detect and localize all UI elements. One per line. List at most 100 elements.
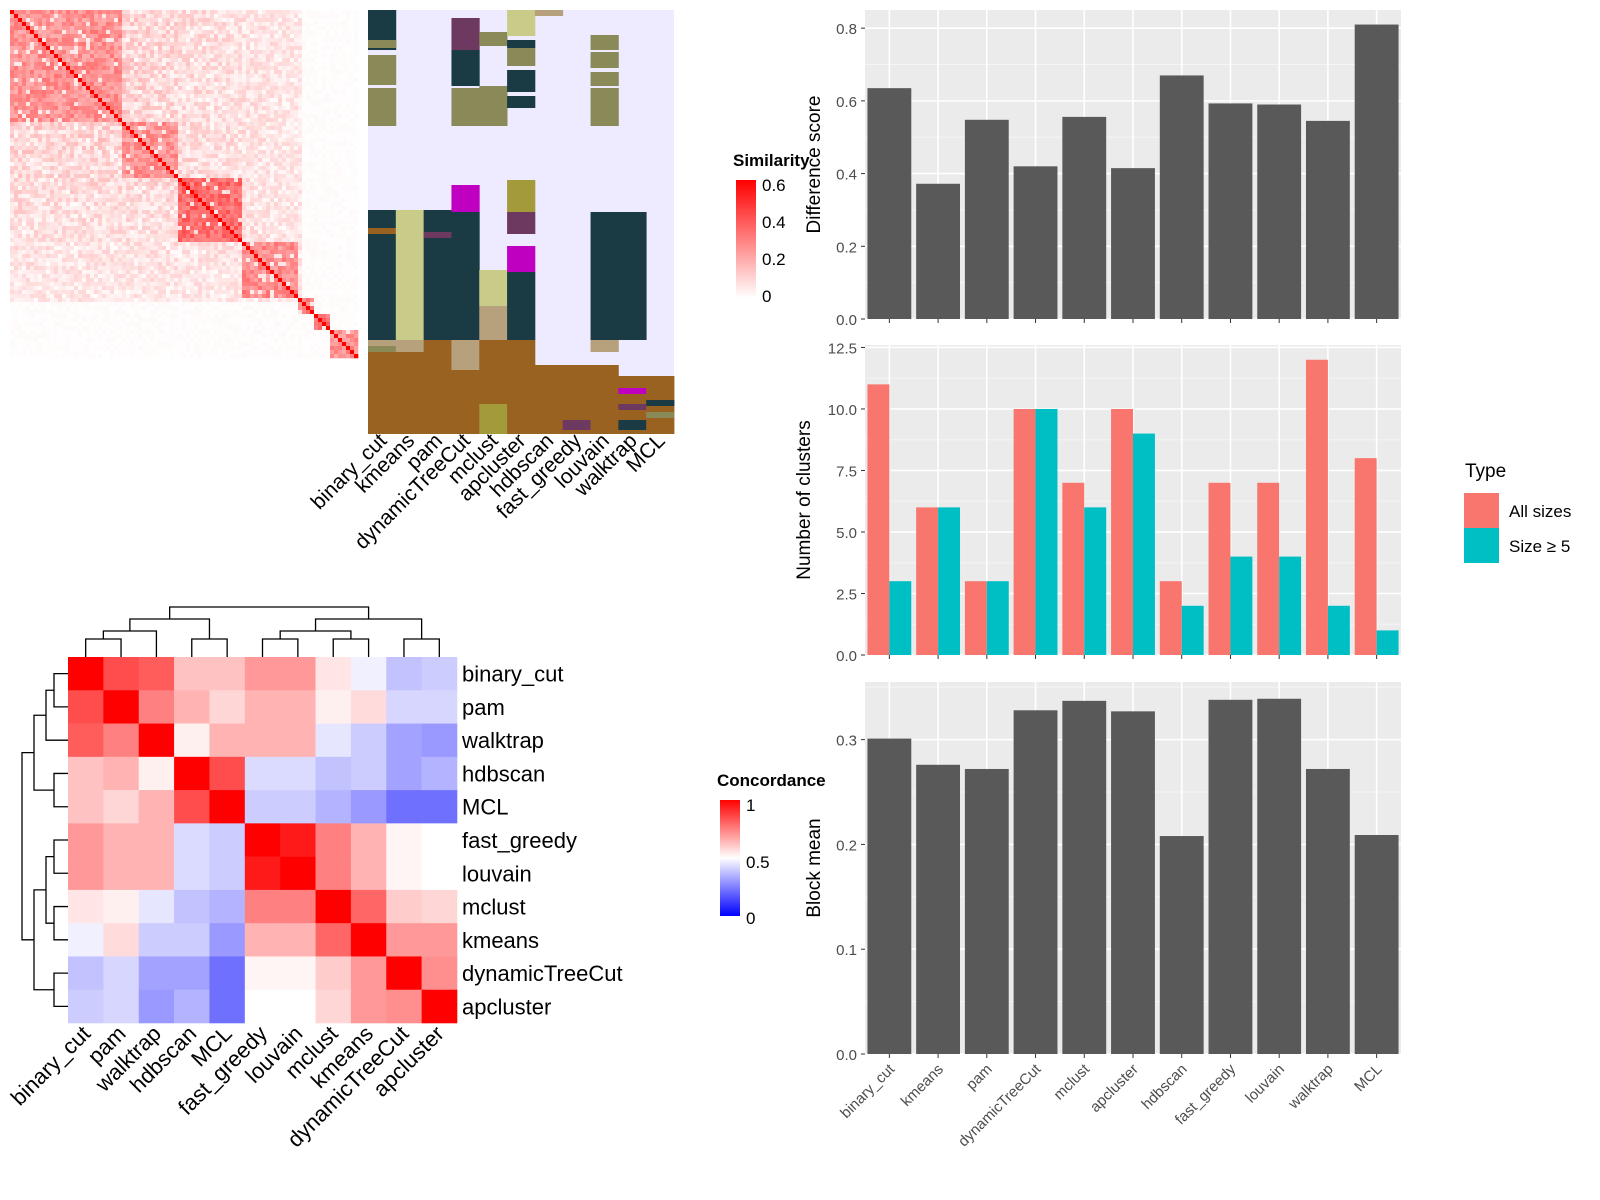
similarity-cell [314, 62, 319, 67]
similarity-cell [342, 18, 347, 23]
similarity-cell [206, 182, 211, 187]
similarity-cell [210, 18, 215, 23]
similarity-cell [318, 10, 323, 15]
similarity-cell [282, 186, 287, 191]
similarity-cell [98, 50, 103, 55]
similarity-cell [146, 114, 151, 119]
similarity-cell [334, 214, 339, 219]
similarity-cell [206, 178, 211, 183]
similarity-cell [226, 78, 231, 83]
similarity-cell [346, 14, 351, 19]
similarity-cell [318, 90, 323, 95]
similarity-cell [214, 158, 219, 163]
similarity-cell [142, 126, 147, 131]
similarity-cell [46, 186, 51, 191]
similarity-cell [278, 150, 283, 155]
similarity-cell [182, 130, 187, 135]
similarity-cell [290, 166, 295, 171]
similarity-cell [70, 138, 75, 143]
similarity-cell [150, 170, 155, 175]
similarity-cell [210, 46, 215, 51]
similarity-cell [306, 74, 311, 79]
similarity-cell [278, 194, 283, 199]
similarity-cell [134, 130, 139, 135]
similarity-cell [354, 198, 359, 203]
similarity-cell [142, 10, 147, 15]
similarity-cell [166, 214, 171, 219]
similarity-cell [86, 198, 91, 203]
similarity-cell [134, 194, 139, 199]
similarity-cell [282, 150, 287, 155]
similarity-cell [22, 46, 27, 51]
similarity-cell [142, 110, 147, 115]
similarity-cell [134, 54, 139, 59]
similarity-cell [170, 26, 175, 31]
similarity-cell [198, 150, 203, 155]
similarity-cell [118, 114, 123, 119]
similarity-cell [330, 26, 335, 31]
similarity-cell [178, 126, 183, 131]
similarity-cell [70, 118, 75, 123]
similarity-cell [302, 154, 307, 159]
similarity-cell [118, 150, 123, 155]
similarity-cell [198, 214, 203, 219]
similarity-cell [306, 150, 311, 155]
similarity-cell [126, 150, 131, 155]
similarity-cell [350, 198, 355, 203]
similarity-cell [62, 158, 67, 163]
similarity-cell [210, 210, 215, 215]
similarity-cell [190, 30, 195, 35]
similarity-cell [42, 22, 47, 27]
similarity-cell [234, 114, 239, 119]
similarity-cell [110, 174, 115, 179]
similarity-cell [50, 154, 55, 159]
similarity-cell [282, 162, 287, 167]
similarity-cell [310, 218, 315, 223]
similarity-cell [18, 114, 23, 119]
similarity-cell [82, 94, 87, 99]
similarity-cell [202, 194, 207, 199]
similarity-cell [42, 50, 47, 55]
similarity-cell [150, 30, 155, 35]
similarity-cell [182, 114, 187, 119]
similarity-cell [162, 126, 167, 131]
similarity-cell [190, 166, 195, 171]
similarity-cell [214, 14, 219, 19]
similarity-cell [314, 170, 319, 175]
similarity-cell [266, 230, 271, 235]
similarity-cell [14, 138, 19, 143]
similarity-cell [162, 142, 167, 147]
similarity-cell [278, 122, 283, 127]
similarity-cell [186, 190, 191, 195]
similarity-cell [306, 154, 311, 159]
similarity-cell [54, 26, 59, 31]
similarity-cell [26, 182, 31, 187]
similarity-cell [266, 10, 271, 15]
similarity-cell [330, 110, 335, 115]
similarity-cell [34, 42, 39, 47]
similarity-cell [262, 130, 267, 135]
similarity-cell [130, 118, 135, 123]
similarity-cell [110, 86, 115, 91]
similarity-cell [98, 190, 103, 195]
similarity-cell [122, 30, 127, 35]
similarity-cell [122, 74, 127, 79]
similarity-cell [222, 154, 227, 159]
similarity-cell [146, 54, 151, 59]
similarity-cell [134, 230, 139, 235]
similarity-cell [10, 14, 15, 19]
similarity-cell [182, 150, 187, 155]
similarity-cell [158, 234, 163, 239]
similarity-cell [294, 38, 299, 43]
similarity-cell [318, 74, 323, 79]
similarity-cell [314, 186, 319, 191]
similarity-cell [94, 66, 99, 71]
similarity-cell [306, 178, 311, 183]
similarity-cell [338, 114, 343, 119]
similarity-cell [142, 234, 147, 239]
similarity-cell [126, 226, 131, 231]
similarity-cell [262, 214, 267, 219]
similarity-cell [122, 66, 127, 71]
similarity-cell [154, 130, 159, 135]
similarity-cell [182, 178, 187, 183]
